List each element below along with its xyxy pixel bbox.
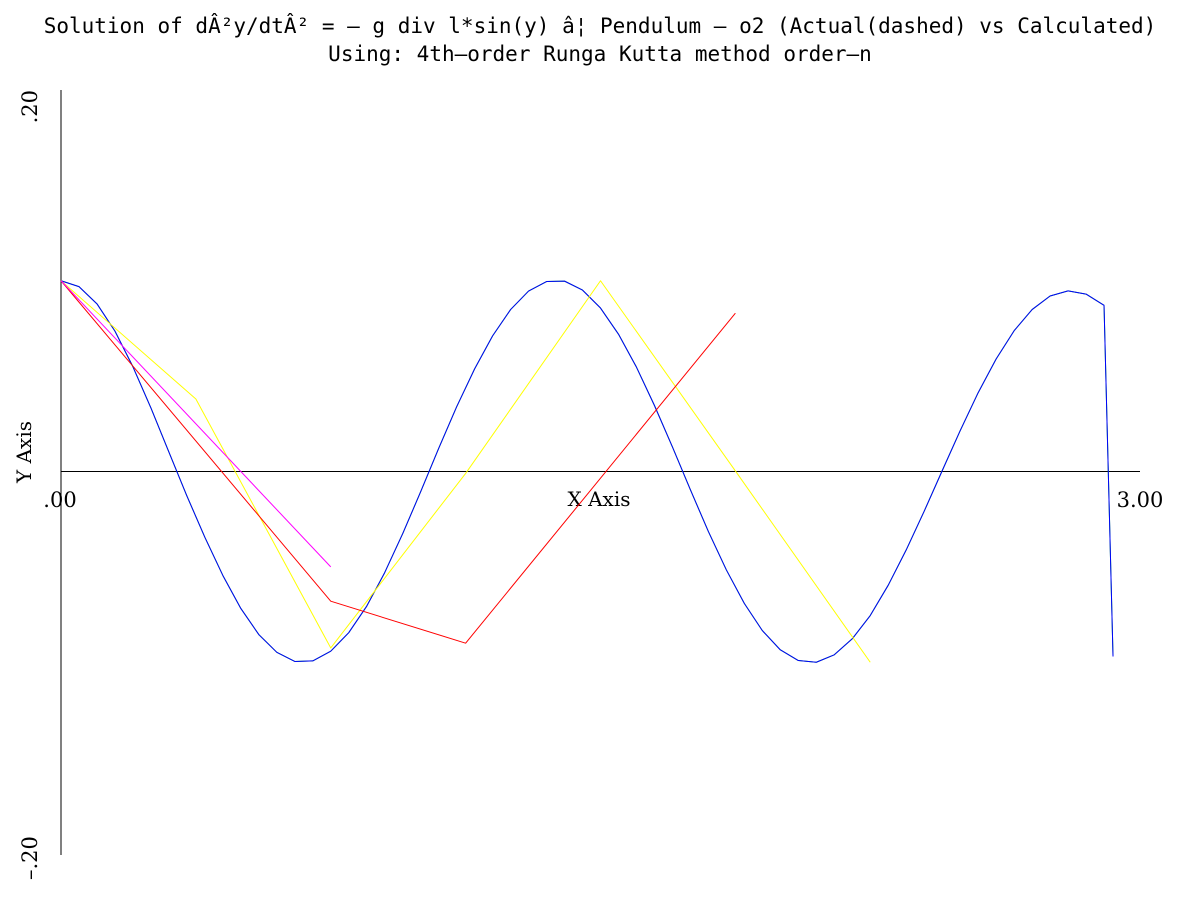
series-line-1 xyxy=(60,280,1114,663)
x-tick-label-left: .00 xyxy=(43,488,76,512)
x-axis-label: X Axis xyxy=(568,487,631,511)
x-tick-label-right: 3.00 xyxy=(1117,488,1164,512)
y-axis-label: Y Axis xyxy=(12,421,36,484)
chart-title: Solution of dÂ²y/dtÂ² = – g div l*sin(y)… xyxy=(44,13,1157,38)
series-layer xyxy=(60,280,1114,663)
series-line-2 xyxy=(60,280,871,663)
y-tick-label-top: .20 xyxy=(18,90,42,123)
series-line-3 xyxy=(60,280,736,644)
chart-subtitle: Using: 4th–order Runga Kutta method orde… xyxy=(328,42,872,66)
y-tick-label-bottom: –.20 xyxy=(18,836,42,880)
series-line-4 xyxy=(60,280,332,568)
